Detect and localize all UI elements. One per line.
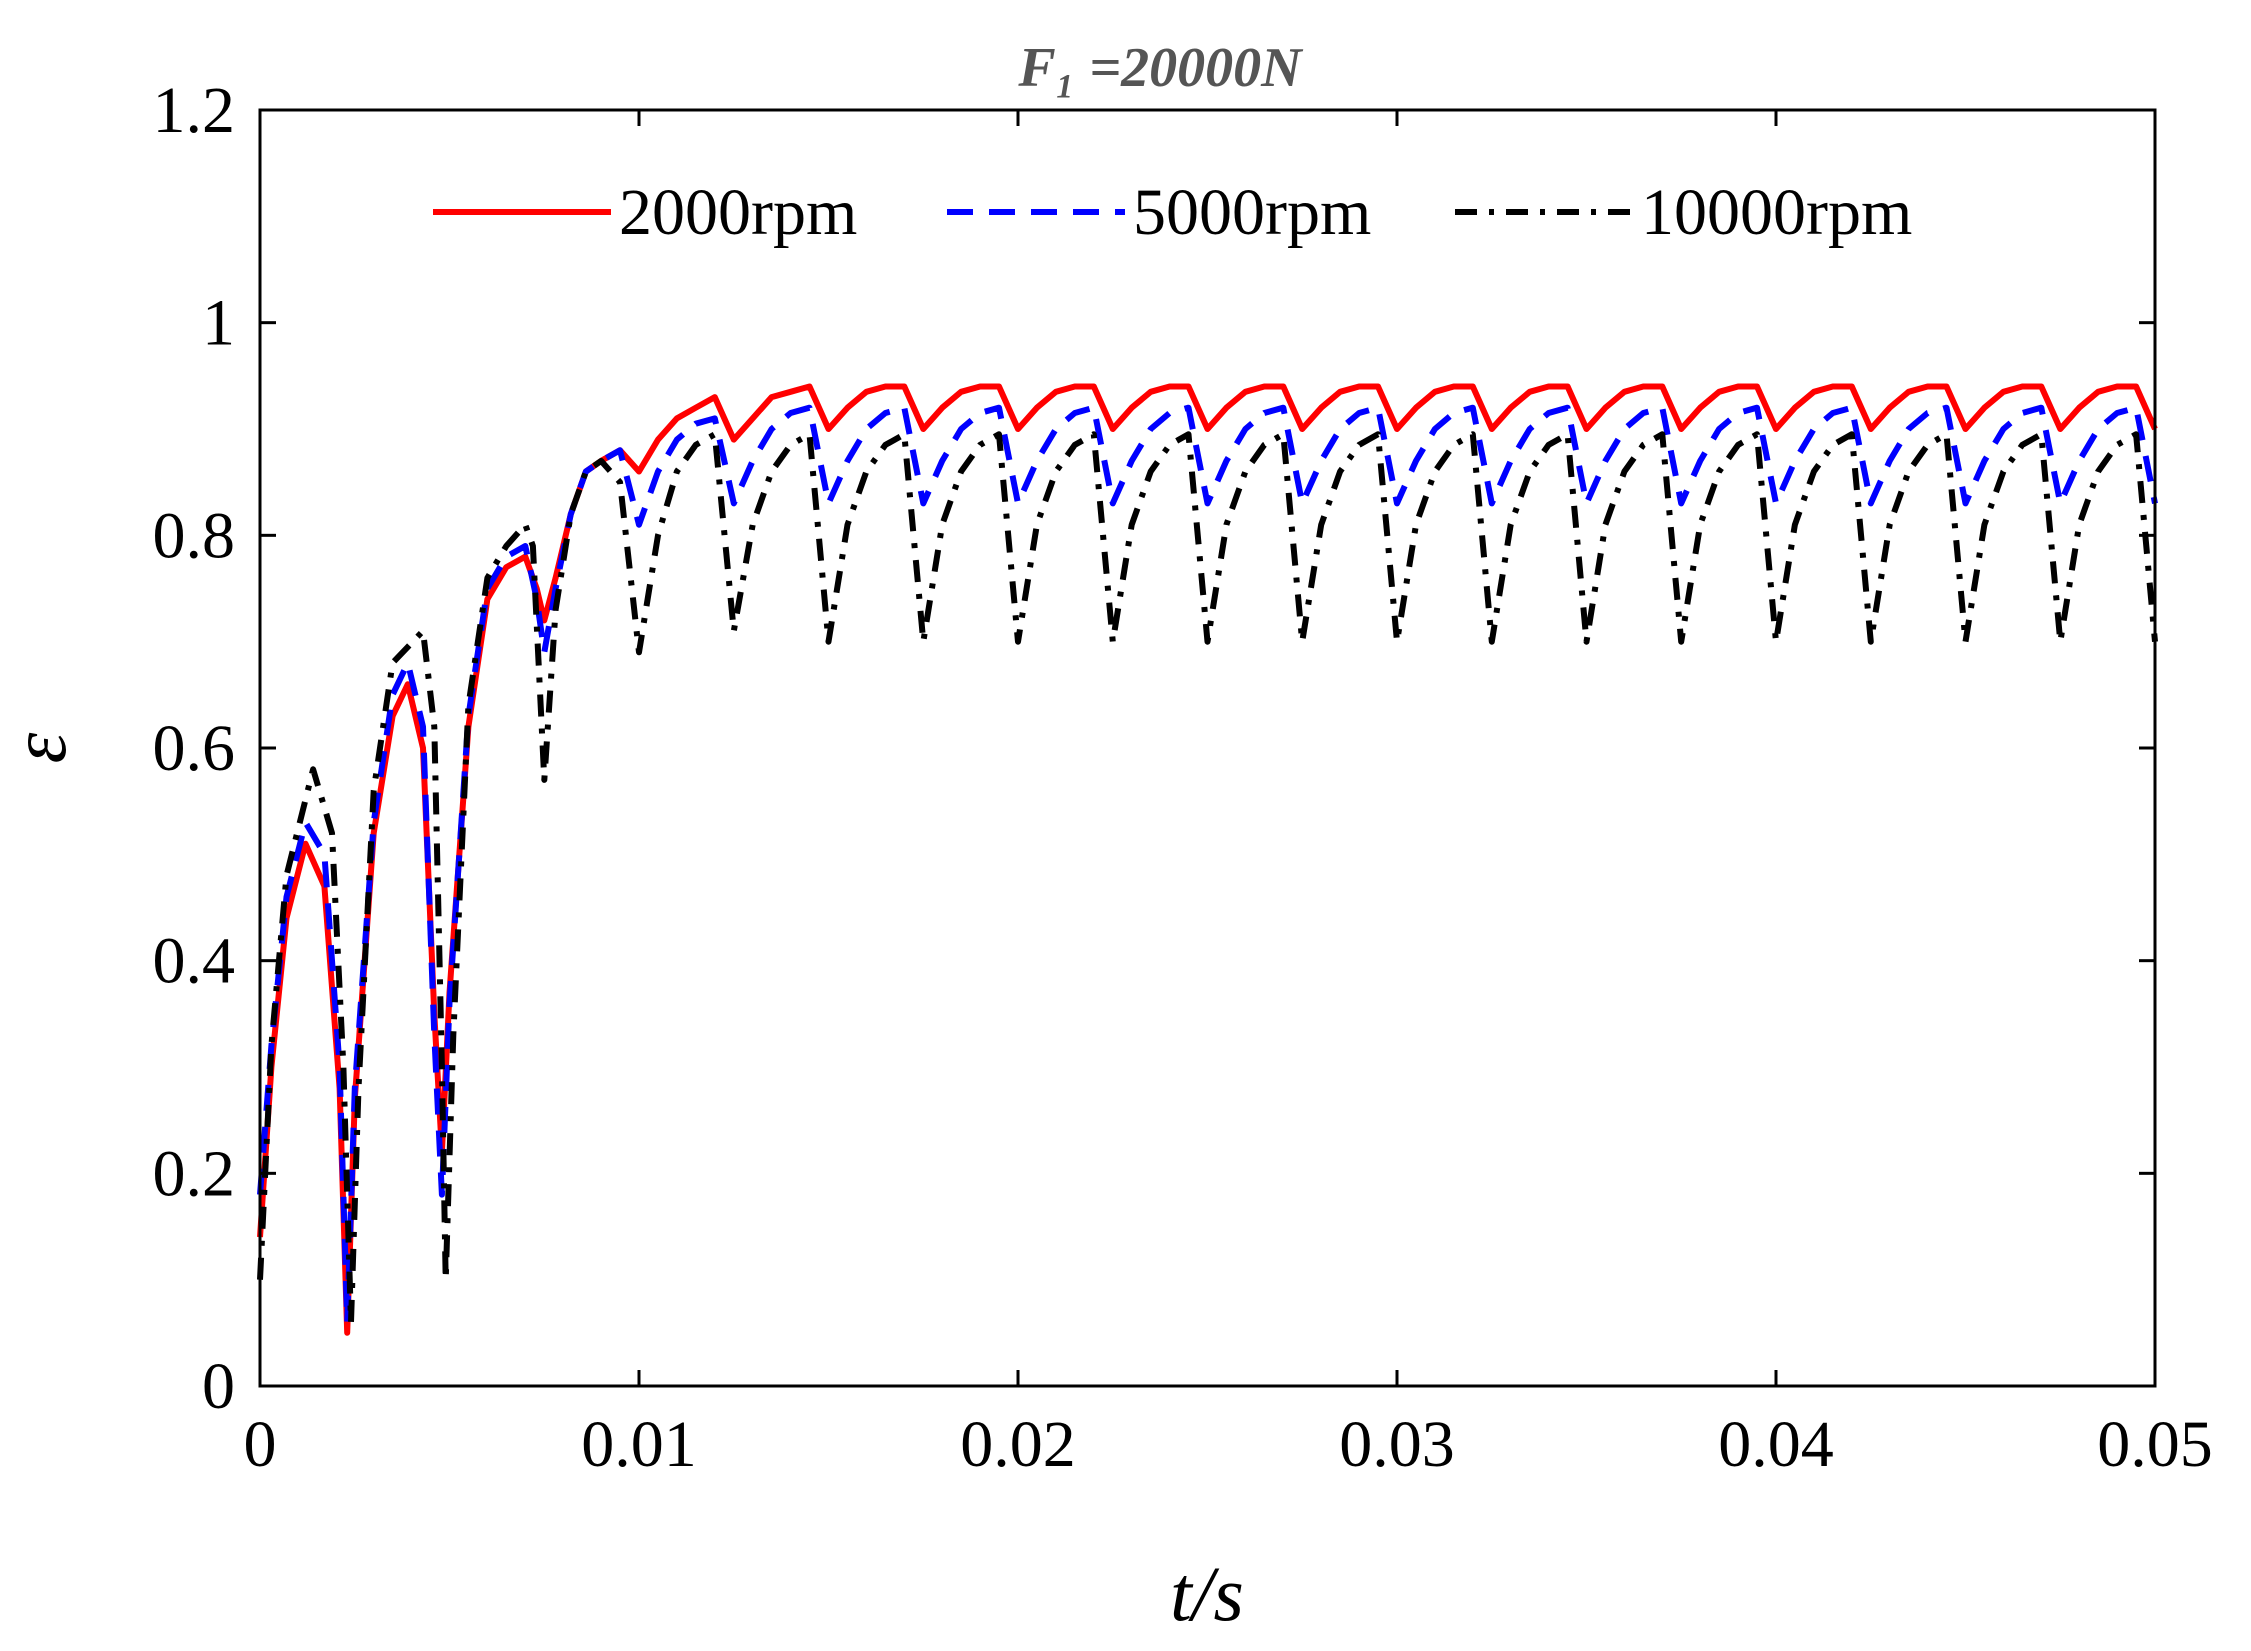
series-line-2000rpm [257, 383, 2158, 1336]
x-tick-label: 0.05 [2097, 1408, 2213, 1481]
chart-title: F₁ =20000N [1017, 37, 1304, 99]
y-tick-label: 0 [202, 1350, 235, 1423]
x-tick-label: 0.02 [960, 1408, 1076, 1481]
series-line-5000rpm [257, 404, 2158, 1326]
y-tick-label: 0.6 [153, 712, 236, 785]
legend-label-2000rpm: 2000rpm [619, 176, 857, 249]
y-axis-title: ε [0, 732, 82, 763]
x-tick-label: 0.04 [1718, 1408, 1834, 1481]
y-tick-label: 0.8 [153, 499, 236, 572]
tick-layer: 0 0.01 0.02 0.03 0.04 0.05 0 0.2 0.4 0.6 0.8 1 1.2 [153, 74, 2213, 1481]
legend-label-10000rpm: 10000rpm [1641, 176, 1912, 249]
series-layer [257, 383, 2158, 1336]
series-line-10000rpm [257, 431, 2158, 1326]
x-axis-title: t/s [1170, 1550, 1244, 1637]
y-tick-label: 0.2 [153, 1137, 236, 1210]
x-tick-label: 0.03 [1339, 1408, 1455, 1481]
y-tick-label: 1 [202, 287, 235, 360]
legend: 2000rpm 5000rpm 10000rpm [433, 176, 1912, 249]
y-tick-label: 1.2 [153, 74, 236, 147]
x-tick-label: 0.01 [581, 1408, 697, 1481]
x-tick-label: 0 [244, 1408, 277, 1481]
y-tick-label: 0.4 [153, 925, 236, 998]
legend-label-5000rpm: 5000rpm [1133, 176, 1371, 249]
